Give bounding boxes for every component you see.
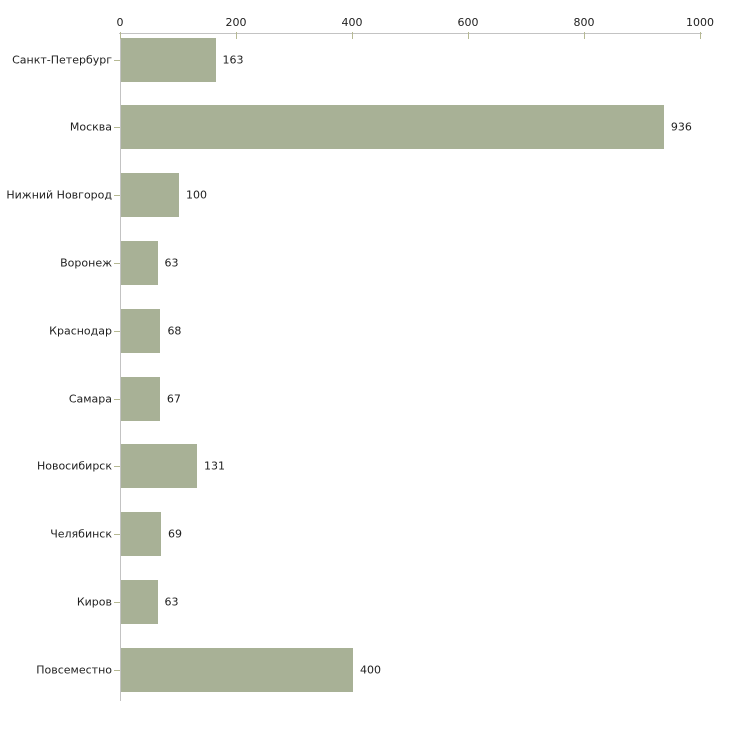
x-axis-tick [120, 32, 121, 39]
y-axis-tick [114, 669, 120, 671]
x-axis-tick [584, 32, 585, 39]
category-label: Санкт-Петербург [12, 53, 112, 66]
x-axis-line [119, 33, 702, 34]
value-label: 63 [164, 256, 179, 270]
y-axis-tick [114, 195, 120, 197]
category-label: Воронеж [60, 256, 112, 270]
x-axis-tick-label: 800 [573, 16, 595, 29]
y-axis-tick [114, 466, 120, 468]
y-axis-tick [114, 534, 120, 536]
bar [121, 105, 664, 150]
value-label: 163 [222, 53, 244, 66]
bar [121, 376, 160, 421]
x-axis-tick-label: 400 [341, 16, 363, 29]
value-label: 63 [164, 595, 179, 609]
bar [121, 647, 353, 692]
category-label: Челябинск [50, 527, 112, 541]
x-axis-tick [352, 32, 353, 39]
bar [121, 308, 161, 353]
category-label: Самара [68, 392, 112, 405]
category-label: Новосибирск [36, 459, 112, 473]
category-label: Краснодар [49, 324, 112, 338]
value-label: 936 [670, 120, 692, 134]
bar [121, 444, 197, 489]
value-label: 69 [168, 527, 183, 541]
bar [121, 240, 158, 285]
x-axis-tick-label: 1000 [686, 16, 714, 29]
x-axis-tick [700, 32, 701, 39]
category-label: Москва [69, 120, 112, 134]
y-axis-tick [114, 262, 120, 264]
y-axis-line [120, 33, 121, 701]
y-axis-tick [114, 601, 120, 603]
value-label: 67 [166, 392, 181, 405]
y-axis-tick [114, 59, 120, 61]
x-axis-tick [468, 32, 469, 39]
x-axis-tick-label: 200 [225, 16, 247, 29]
value-label: 100 [186, 188, 207, 202]
x-axis-tick-label: 0 [116, 16, 124, 29]
y-axis-tick [114, 330, 120, 332]
value-label: 68 [167, 324, 182, 338]
value-label: 131 [203, 459, 225, 473]
category-label: Нижний Новгород [6, 188, 112, 202]
category-label: Киров [76, 595, 112, 609]
bar [121, 512, 162, 557]
y-axis-tick [114, 398, 120, 400]
bar [121, 37, 216, 82]
category-label: Повсеместно [36, 663, 112, 677]
bar [121, 579, 158, 624]
y-axis-tick [114, 127, 120, 129]
x-axis-tick-label: 600 [457, 16, 479, 29]
x-axis-tick [236, 32, 237, 39]
bar [121, 173, 179, 218]
value-label: 400 [360, 663, 381, 677]
